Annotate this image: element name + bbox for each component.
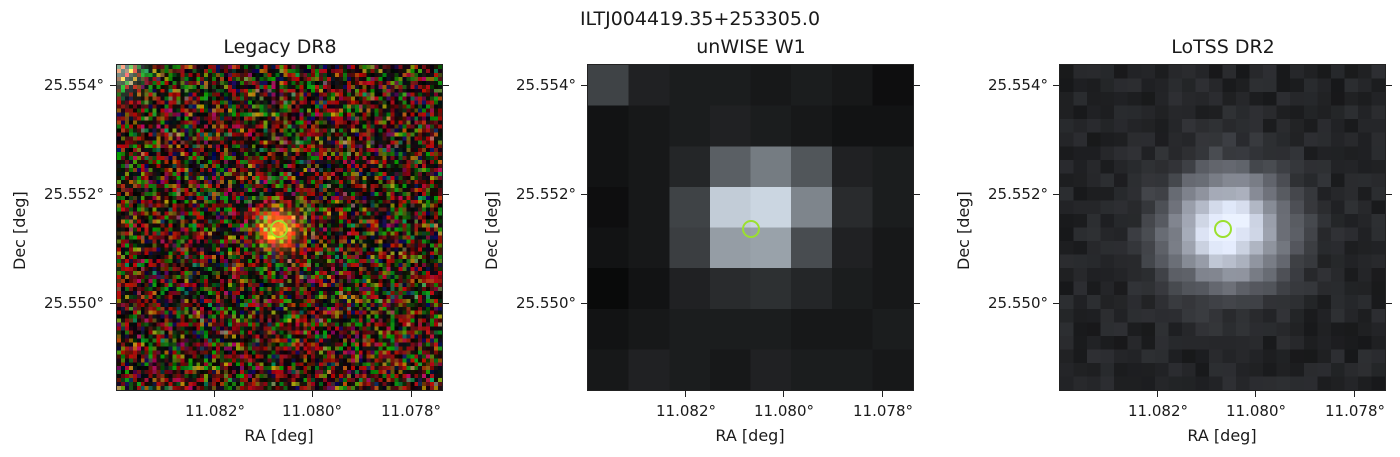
y-tick-label: 25.554° (988, 76, 1048, 94)
x-axis-label: RA [deg] (1187, 426, 1257, 445)
y-tick (110, 194, 116, 195)
panel-title: LoTSS DR2 (1171, 36, 1275, 58)
source-marker-circle (270, 220, 288, 238)
y-tick-right (914, 85, 920, 86)
y-tick-right (443, 194, 449, 195)
panel-legacy-dr8: Legacy DR8 25.554° 25.552° 25.550° 11.08… (0, 0, 460, 457)
source-marker-circle (742, 220, 760, 238)
y-tick (1053, 303, 1059, 304)
x-tick (1157, 391, 1158, 397)
y-tick (110, 85, 116, 86)
y-tick-right (914, 194, 920, 195)
y-tick (110, 303, 116, 304)
y-tick-right (443, 303, 449, 304)
x-tick-label: 11.080° (754, 402, 814, 420)
panel-lotss-dr2: LoTSS DR2 25.554° 25.552° 25.550° 11.082… (944, 0, 1400, 457)
y-tick-label: 25.550° (44, 294, 104, 312)
x-tick-label: 11.082° (185, 402, 245, 420)
y-tick (581, 85, 587, 86)
image-frame (116, 64, 443, 391)
y-tick-label: 25.554° (44, 76, 104, 94)
x-tick (214, 391, 215, 397)
y-tick-right (914, 303, 920, 304)
x-tick (685, 391, 686, 397)
x-tick (783, 391, 784, 397)
x-tick (312, 391, 313, 397)
x-tick (1354, 391, 1355, 397)
x-axis-label: RA [deg] (715, 426, 785, 445)
y-axis-label: Dec [deg] (954, 191, 973, 270)
y-axis-label: Dec [deg] (482, 191, 501, 270)
panel-title: Legacy DR8 (223, 36, 337, 58)
x-tick (1255, 391, 1256, 397)
y-tick (1053, 194, 1059, 195)
x-tick-label: 11.082° (1128, 402, 1188, 420)
x-tick (411, 391, 412, 397)
y-tick-label: 25.550° (516, 294, 576, 312)
x-tick (882, 391, 883, 397)
y-tick-right (1386, 303, 1392, 304)
x-tick-label: 11.078° (1325, 402, 1385, 420)
y-tick-label: 25.552° (988, 185, 1048, 203)
figure-title: ILTJ004419.35+253305.0 (579, 8, 821, 30)
x-tick-label: 11.080° (282, 402, 342, 420)
y-tick-label: 25.552° (516, 185, 576, 203)
x-tick-label: 11.080° (1226, 402, 1286, 420)
x-axis-label: RA [deg] (244, 426, 314, 445)
image-frame (587, 64, 914, 391)
y-tick (1053, 85, 1059, 86)
y-tick-right (1386, 85, 1392, 86)
image-frame (1059, 64, 1386, 391)
y-tick (581, 303, 587, 304)
y-axis-label: Dec [deg] (10, 191, 29, 270)
x-tick-label: 11.078° (853, 402, 913, 420)
source-marker-circle (1214, 220, 1232, 238)
y-tick-label: 25.554° (516, 76, 576, 94)
panel-unwise-w1: unWISE W1 25.554° 25.552° 25.550° 11.082… (472, 0, 932, 457)
y-tick-right (1386, 194, 1392, 195)
y-tick-right (443, 85, 449, 86)
x-tick-label: 11.078° (381, 402, 441, 420)
y-tick-label: 25.550° (988, 294, 1048, 312)
y-tick (581, 194, 587, 195)
y-tick-label: 25.552° (44, 185, 104, 203)
panel-title: unWISE W1 (696, 36, 806, 58)
x-tick-label: 11.082° (656, 402, 716, 420)
